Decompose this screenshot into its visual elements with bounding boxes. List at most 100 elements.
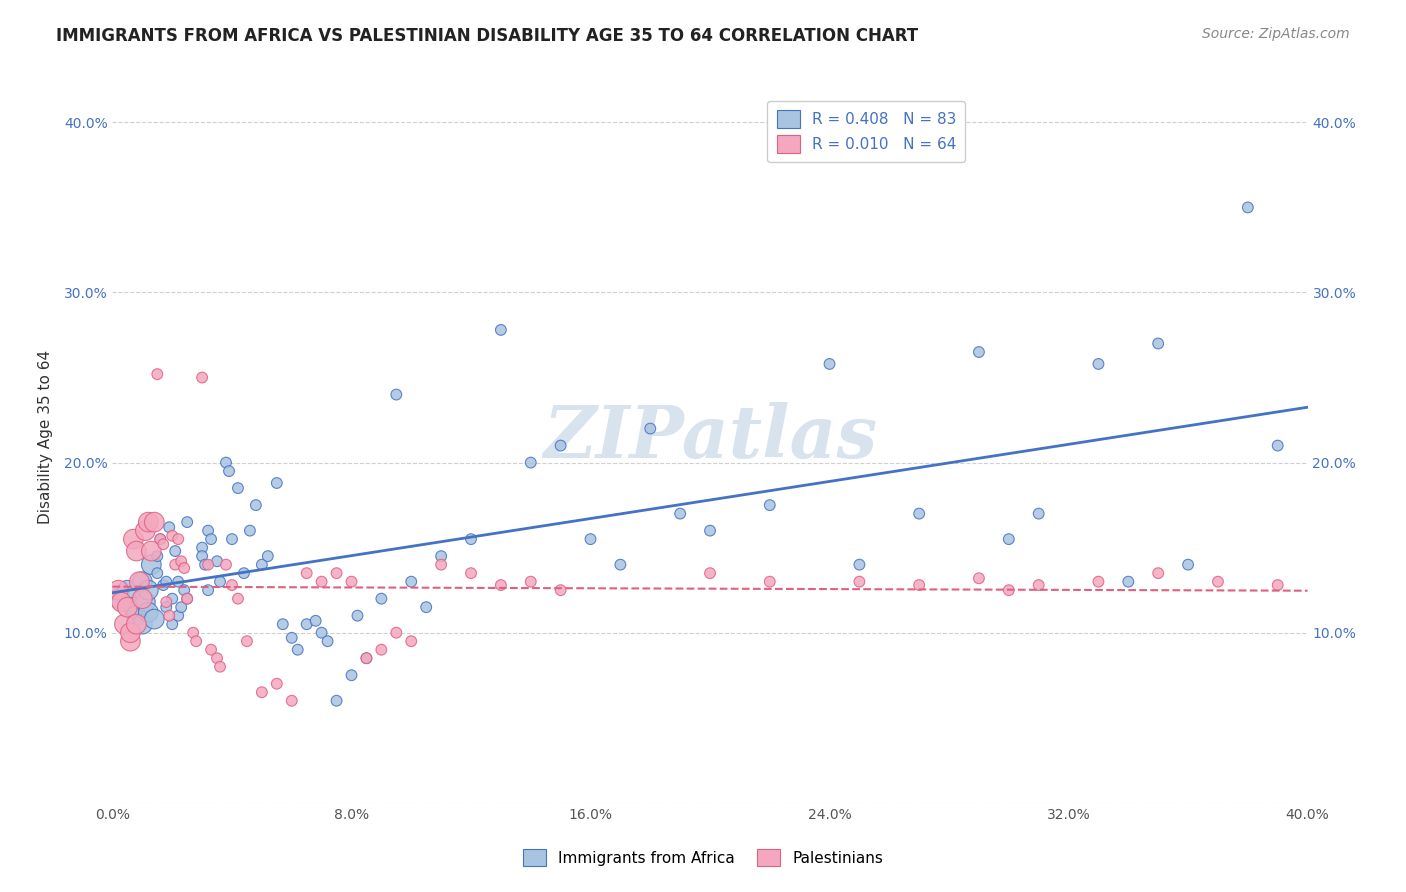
Point <box>460 566 482 581</box>
Point <box>1177 558 1199 572</box>
Point <box>143 612 166 626</box>
Point <box>191 549 214 563</box>
Point <box>385 387 408 401</box>
Point <box>271 617 294 632</box>
Point <box>173 561 195 575</box>
Point <box>146 549 169 563</box>
Point <box>818 357 841 371</box>
Point <box>215 456 238 470</box>
Point <box>295 566 318 581</box>
Point <box>181 625 204 640</box>
Point <box>157 520 180 534</box>
Point <box>226 591 249 606</box>
Point <box>162 591 183 606</box>
Point <box>114 617 135 632</box>
Point <box>848 574 870 589</box>
Point <box>138 583 160 598</box>
Point <box>107 591 129 606</box>
Point <box>520 574 543 589</box>
Point <box>141 544 163 558</box>
Point <box>325 566 347 581</box>
Point <box>149 532 172 546</box>
Point <box>281 631 304 645</box>
Point <box>122 532 145 546</box>
Point <box>401 634 423 648</box>
Point <box>125 617 148 632</box>
Point <box>162 617 183 632</box>
Point <box>640 421 662 435</box>
Point <box>167 574 190 589</box>
Point <box>134 595 156 609</box>
Point <box>120 625 142 640</box>
Point <box>197 583 219 598</box>
Point <box>281 694 304 708</box>
Point <box>191 370 214 384</box>
Point <box>197 558 219 572</box>
Point <box>122 600 145 615</box>
Point <box>579 532 602 546</box>
Point <box>146 566 169 581</box>
Point <box>759 498 782 512</box>
Point <box>759 574 782 589</box>
Point <box>167 532 190 546</box>
Point <box>117 600 139 615</box>
Point <box>170 554 193 568</box>
Point <box>221 578 243 592</box>
Legend: R = 0.408   N = 83, R = 0.010   N = 64: R = 0.408 N = 83, R = 0.010 N = 64 <box>768 101 966 162</box>
Point <box>908 578 931 592</box>
Point <box>356 651 378 665</box>
Point <box>385 625 408 640</box>
Point <box>152 578 174 592</box>
Point <box>155 600 177 615</box>
Point <box>1267 439 1289 453</box>
Point <box>146 367 169 381</box>
Point <box>155 574 177 589</box>
Point <box>200 642 222 657</box>
Point <box>128 574 150 589</box>
Point <box>346 608 368 623</box>
Point <box>236 634 259 648</box>
Point <box>250 558 273 572</box>
Legend: Immigrants from Africa, Palestinians: Immigrants from Africa, Palestinians <box>513 839 893 875</box>
Point <box>221 532 243 546</box>
Point <box>1118 574 1140 589</box>
Point <box>287 642 309 657</box>
Point <box>550 439 572 453</box>
Point <box>550 583 572 598</box>
Point <box>430 549 453 563</box>
Point <box>152 537 174 551</box>
Point <box>191 541 214 555</box>
Point <box>401 574 423 589</box>
Point <box>165 558 187 572</box>
Point <box>209 574 232 589</box>
Point <box>257 549 280 563</box>
Point <box>218 464 240 478</box>
Point <box>356 651 378 665</box>
Point <box>1267 578 1289 592</box>
Point <box>176 515 198 529</box>
Point <box>125 544 148 558</box>
Point <box>167 608 190 623</box>
Point <box>520 456 543 470</box>
Text: ZIPatlas: ZIPatlas <box>543 401 877 473</box>
Point <box>370 642 392 657</box>
Point <box>170 600 193 615</box>
Point <box>107 583 129 598</box>
Point <box>155 595 177 609</box>
Y-axis label: Disability Age 35 to 64: Disability Age 35 to 64 <box>38 350 52 524</box>
Point <box>266 677 288 691</box>
Point <box>489 578 512 592</box>
Point <box>173 583 195 598</box>
Point <box>205 651 228 665</box>
Point <box>908 507 931 521</box>
Point <box>998 532 1021 546</box>
Point <box>340 574 363 589</box>
Point <box>699 566 721 581</box>
Point <box>200 532 222 546</box>
Point <box>176 591 198 606</box>
Point <box>215 558 238 572</box>
Point <box>131 591 153 606</box>
Point <box>1087 574 1109 589</box>
Point <box>1206 574 1229 589</box>
Point <box>157 608 180 623</box>
